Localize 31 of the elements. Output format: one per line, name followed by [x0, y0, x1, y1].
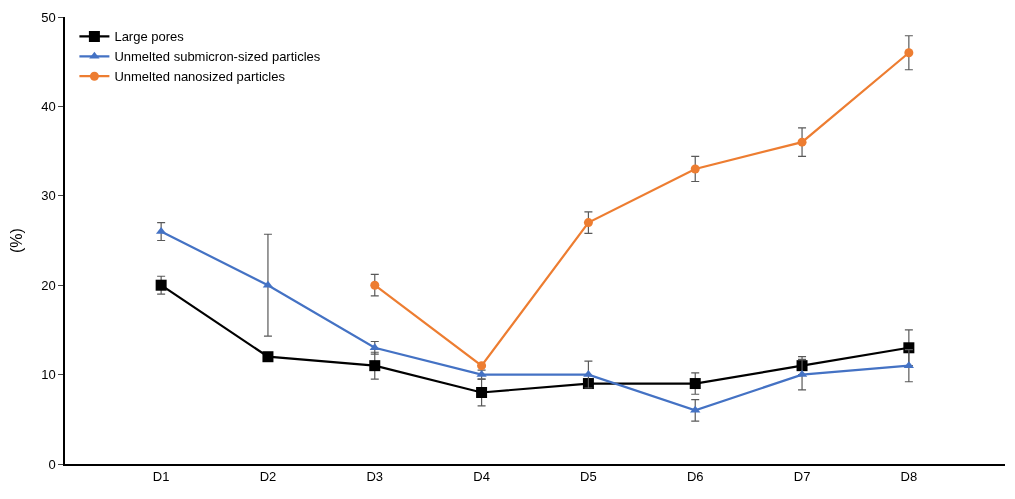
y-tick-label: 50	[41, 9, 56, 25]
point	[583, 218, 593, 228]
point	[690, 405, 701, 413]
point	[262, 351, 274, 363]
x-tick-label: D8	[900, 469, 918, 485]
point	[797, 137, 807, 147]
point	[369, 360, 381, 372]
legend-label: Unmelted submicron-sized particles	[114, 49, 321, 65]
y-tick-label: 20	[41, 277, 56, 293]
point	[476, 386, 488, 398]
point	[689, 378, 701, 390]
point	[370, 280, 380, 290]
x-tick-label: D5	[580, 469, 597, 485]
legend-label: Large pores	[114, 29, 185, 45]
x-tick-label: D3	[366, 469, 384, 485]
x-tick-label: D7	[793, 469, 811, 485]
point	[904, 48, 914, 58]
x-tick-label: D4	[473, 469, 490, 485]
point	[690, 164, 700, 174]
point	[369, 343, 380, 351]
y-axis-title: (%)	[7, 228, 25, 253]
x-tick-label: D6	[686, 469, 704, 485]
x-tick-label: D1	[152, 469, 170, 485]
y-tick-label: 10	[41, 367, 56, 383]
y-tick-label: 30	[41, 188, 56, 204]
y-tick-label: 0	[48, 456, 56, 472]
point	[477, 361, 487, 371]
point	[155, 279, 167, 291]
y-tick-label: 40	[41, 98, 56, 114]
x-tick-label: D2	[259, 469, 277, 485]
legend-label: Unmelted nanosized particles	[114, 69, 286, 85]
